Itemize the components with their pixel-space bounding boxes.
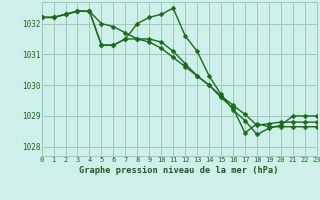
X-axis label: Graphe pression niveau de la mer (hPa): Graphe pression niveau de la mer (hPa): [79, 166, 279, 175]
